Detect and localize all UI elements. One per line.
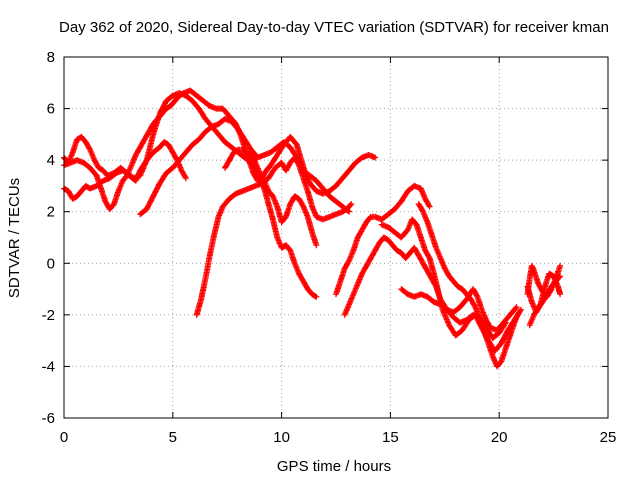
data-points-layer: [61, 87, 564, 370]
series-track-6: [222, 146, 320, 249]
y-tick-label: -6: [42, 410, 55, 427]
y-tick-label: 4: [47, 152, 55, 169]
y-tick-label: 6: [47, 101, 55, 118]
y-tick-label: -4: [42, 358, 55, 375]
data-point-markers: [222, 146, 320, 249]
plot-area-frame: [63, 56, 609, 419]
x-tick-label: 25: [600, 429, 617, 446]
x-tick-label: 0: [60, 429, 68, 446]
series-track-7: [333, 182, 433, 298]
x-axis-label: GPS time / hours: [277, 458, 391, 475]
y-axis-label: SDTVAR / TECUs: [6, 178, 23, 298]
series-track-11: [398, 286, 520, 334]
y-tick-label: -2: [42, 307, 55, 324]
x-tick-label: 20: [491, 429, 508, 446]
series-track-5: [193, 154, 355, 318]
x-tick-label: 10: [273, 429, 290, 446]
data-point-markers: [193, 154, 355, 318]
y-tick-label: 2: [47, 204, 55, 221]
x-tick-label: 15: [382, 429, 399, 446]
data-point-markers: [398, 286, 520, 334]
y-tick-label: 0: [47, 255, 55, 272]
data-point-markers: [524, 270, 564, 316]
chart-title: Day 362 of 2020, Sidereal Day-to-day VTE…: [59, 19, 609, 36]
y-tick-label: 8: [47, 49, 55, 66]
x-tick-label: 5: [169, 429, 177, 446]
series-track-14: [524, 270, 564, 316]
data-point-markers: [333, 182, 433, 298]
